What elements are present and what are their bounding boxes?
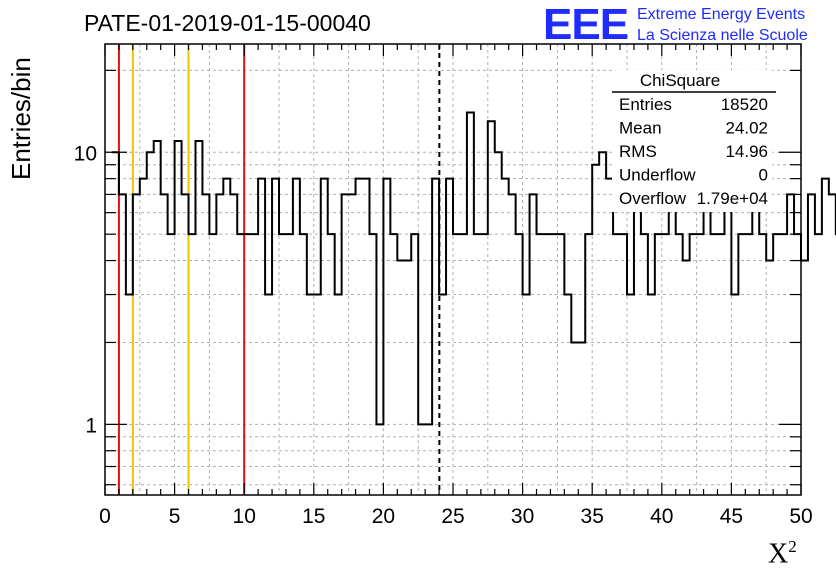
x-tick-label: 40 [650,505,673,528]
x-tick-label: 45 [720,505,743,528]
x-tick-label: 10 [233,505,256,528]
x-tick-labels: 0 5 10 15 20 25 30 35 40 45 50 [99,505,813,528]
y-tick-label: 10 [74,142,97,165]
stats-value-entries: 18520 [721,95,768,114]
stats-value-mean: 24.02 [725,119,768,138]
stats-value-overflow: 1.79e+04 [697,189,768,208]
x-axis-label: X2 [768,537,797,570]
eee-logo: EEE Extreme Energy Events La Scienza nel… [543,3,833,49]
stats-box-title: ChiSquare [640,71,720,90]
axis-ticks [104,44,802,495]
x-tick-label: 5 [169,505,181,528]
eee-logo-mark: EEE [543,0,629,49]
y-tick-labels: 1 10 [74,142,97,437]
stats-label-entries: Entries [619,95,672,114]
y-tick-label: 1 [85,414,97,437]
x-tick-label: 0 [99,505,111,528]
stats-value-underflow: 0 [759,166,768,185]
logo-tagline-1: Extreme Energy Events [637,6,806,23]
x-tick-label: 35 [581,505,604,528]
stats-label-mean: Mean [619,119,662,138]
stats-value-rms: 14.96 [725,142,768,161]
x-tick-label: 50 [789,505,812,528]
stats-label-rms: RMS [619,142,657,161]
x-tick-label: 15 [302,505,325,528]
x-tick-label: 20 [372,505,395,528]
logo-tagline-2: La Scienza nelle Scuole [637,27,808,44]
stats-box: ChiSquare Entries 18520 Mean 24.02 RMS 14.96 U… [612,70,776,212]
x-tick-label: 25 [441,505,464,528]
x-tick-label: 30 [511,505,534,528]
chart-title: PATE-01-2019-01-15-00040 [84,10,371,36]
stats-label-overflow: Overflow [619,189,687,208]
stats-label-underflow: Underflow [619,166,696,185]
